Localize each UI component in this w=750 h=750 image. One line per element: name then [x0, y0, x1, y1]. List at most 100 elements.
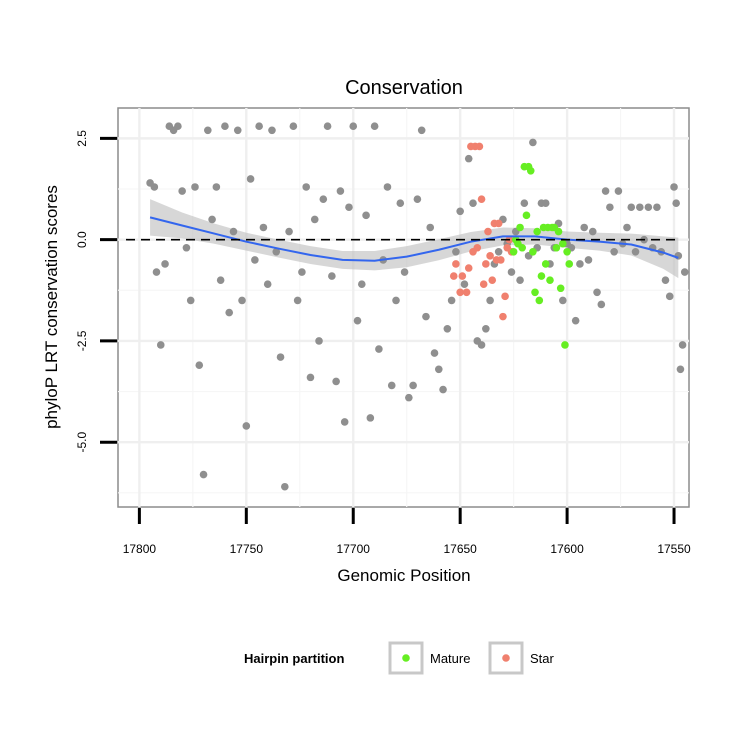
point-other: [353, 316, 362, 325]
smooth-ribbon-layer: [150, 199, 679, 279]
point-other: [636, 203, 644, 212]
point-other: [276, 353, 285, 361]
point-other: [516, 276, 524, 284]
point-mature: [559, 239, 567, 248]
point-other: [233, 126, 242, 135]
point-other: [486, 296, 494, 305]
point-other: [576, 260, 584, 268]
point-other: [670, 183, 678, 191]
point-other: [251, 256, 259, 264]
point-other: [156, 341, 165, 349]
point-star: [458, 272, 467, 280]
point-star: [449, 272, 458, 280]
point-mature: [541, 260, 550, 268]
point-other: [152, 268, 161, 276]
point-other: [332, 377, 340, 386]
x-tick-label: 17600: [550, 542, 584, 556]
point-other: [323, 122, 332, 131]
point-mature: [535, 296, 544, 305]
legend-label-star: Star: [530, 651, 555, 666]
point-other: [469, 199, 477, 207]
point-star: [475, 142, 484, 151]
point-other: [195, 361, 204, 370]
point-mature: [522, 211, 531, 220]
point-other: [349, 122, 358, 131]
point-other: [221, 122, 229, 131]
point-other: [199, 470, 208, 479]
point-other: [678, 341, 687, 349]
point-other: [216, 276, 225, 284]
point-other: [559, 296, 567, 305]
legend-key-mature-box: [388, 641, 424, 675]
point-other: [580, 223, 589, 232]
y-tick-label: 0.0: [75, 231, 89, 248]
point-mature: [552, 243, 561, 252]
point-other: [242, 422, 251, 430]
legend-title: Hairpin partition: [244, 651, 344, 666]
point-other: [434, 365, 443, 374]
point-other: [204, 126, 212, 135]
point-other: [336, 187, 345, 195]
point-mature: [531, 288, 539, 297]
point-other: [340, 418, 349, 426]
point-other: [610, 248, 618, 256]
point-mature: [565, 260, 574, 268]
x-tick-label: 17750: [230, 542, 264, 556]
point-other: [328, 272, 336, 280]
point-star: [479, 280, 488, 289]
point-other: [665, 292, 674, 301]
point-mature: [556, 284, 565, 293]
point-other: [345, 203, 353, 212]
point-other: [661, 276, 670, 284]
point-other: [482, 324, 490, 333]
chart-title: Conservation: [345, 77, 463, 99]
point-other: [627, 203, 636, 212]
smooth-confidence-ribbon: [150, 199, 679, 279]
y-tick-label: -5.0: [75, 432, 89, 453]
point-mature: [533, 227, 541, 236]
point-other: [676, 365, 685, 374]
point-other: [588, 227, 597, 236]
point-mature: [554, 227, 563, 236]
y-axis-title: phyloP LRT conservation scores: [42, 185, 61, 429]
point-mature: [518, 243, 526, 252]
point-other: [452, 248, 460, 256]
point-other: [541, 199, 550, 207]
point-mature: [516, 223, 524, 232]
point-other: [212, 183, 221, 191]
point-other: [674, 252, 683, 260]
point-other: [680, 268, 689, 276]
point-star: [452, 260, 460, 268]
point-other: [362, 211, 370, 220]
point-other: [614, 187, 623, 195]
x-axis-title: Genomic Position: [337, 566, 470, 585]
point-other: [281, 482, 289, 491]
point-other: [422, 312, 430, 321]
point-other: [644, 203, 653, 212]
point-other: [255, 122, 263, 131]
point-other: [426, 223, 435, 232]
legend-key-star-dot: [502, 654, 510, 662]
point-other: [477, 341, 486, 349]
point-other: [263, 280, 272, 289]
point-other: [302, 183, 310, 191]
point-star: [456, 288, 464, 297]
point-other: [383, 183, 392, 191]
point-other: [225, 308, 234, 317]
point-other: [150, 183, 159, 191]
point-other: [571, 316, 580, 325]
point-other: [439, 385, 447, 394]
point-other: [208, 215, 216, 224]
point-other: [306, 373, 315, 382]
point-star: [497, 256, 505, 264]
point-other: [494, 248, 503, 256]
point-other: [174, 122, 182, 131]
x-axis: 17800 17750 17700 17650 17600 17550: [123, 508, 691, 556]
point-other: [366, 414, 375, 422]
y-tick-label: 2.5: [75, 130, 89, 147]
point-other: [238, 296, 246, 305]
point-mature: [537, 272, 546, 280]
point-other: [268, 126, 276, 135]
point-other: [631, 248, 640, 256]
point-other: [370, 122, 379, 131]
